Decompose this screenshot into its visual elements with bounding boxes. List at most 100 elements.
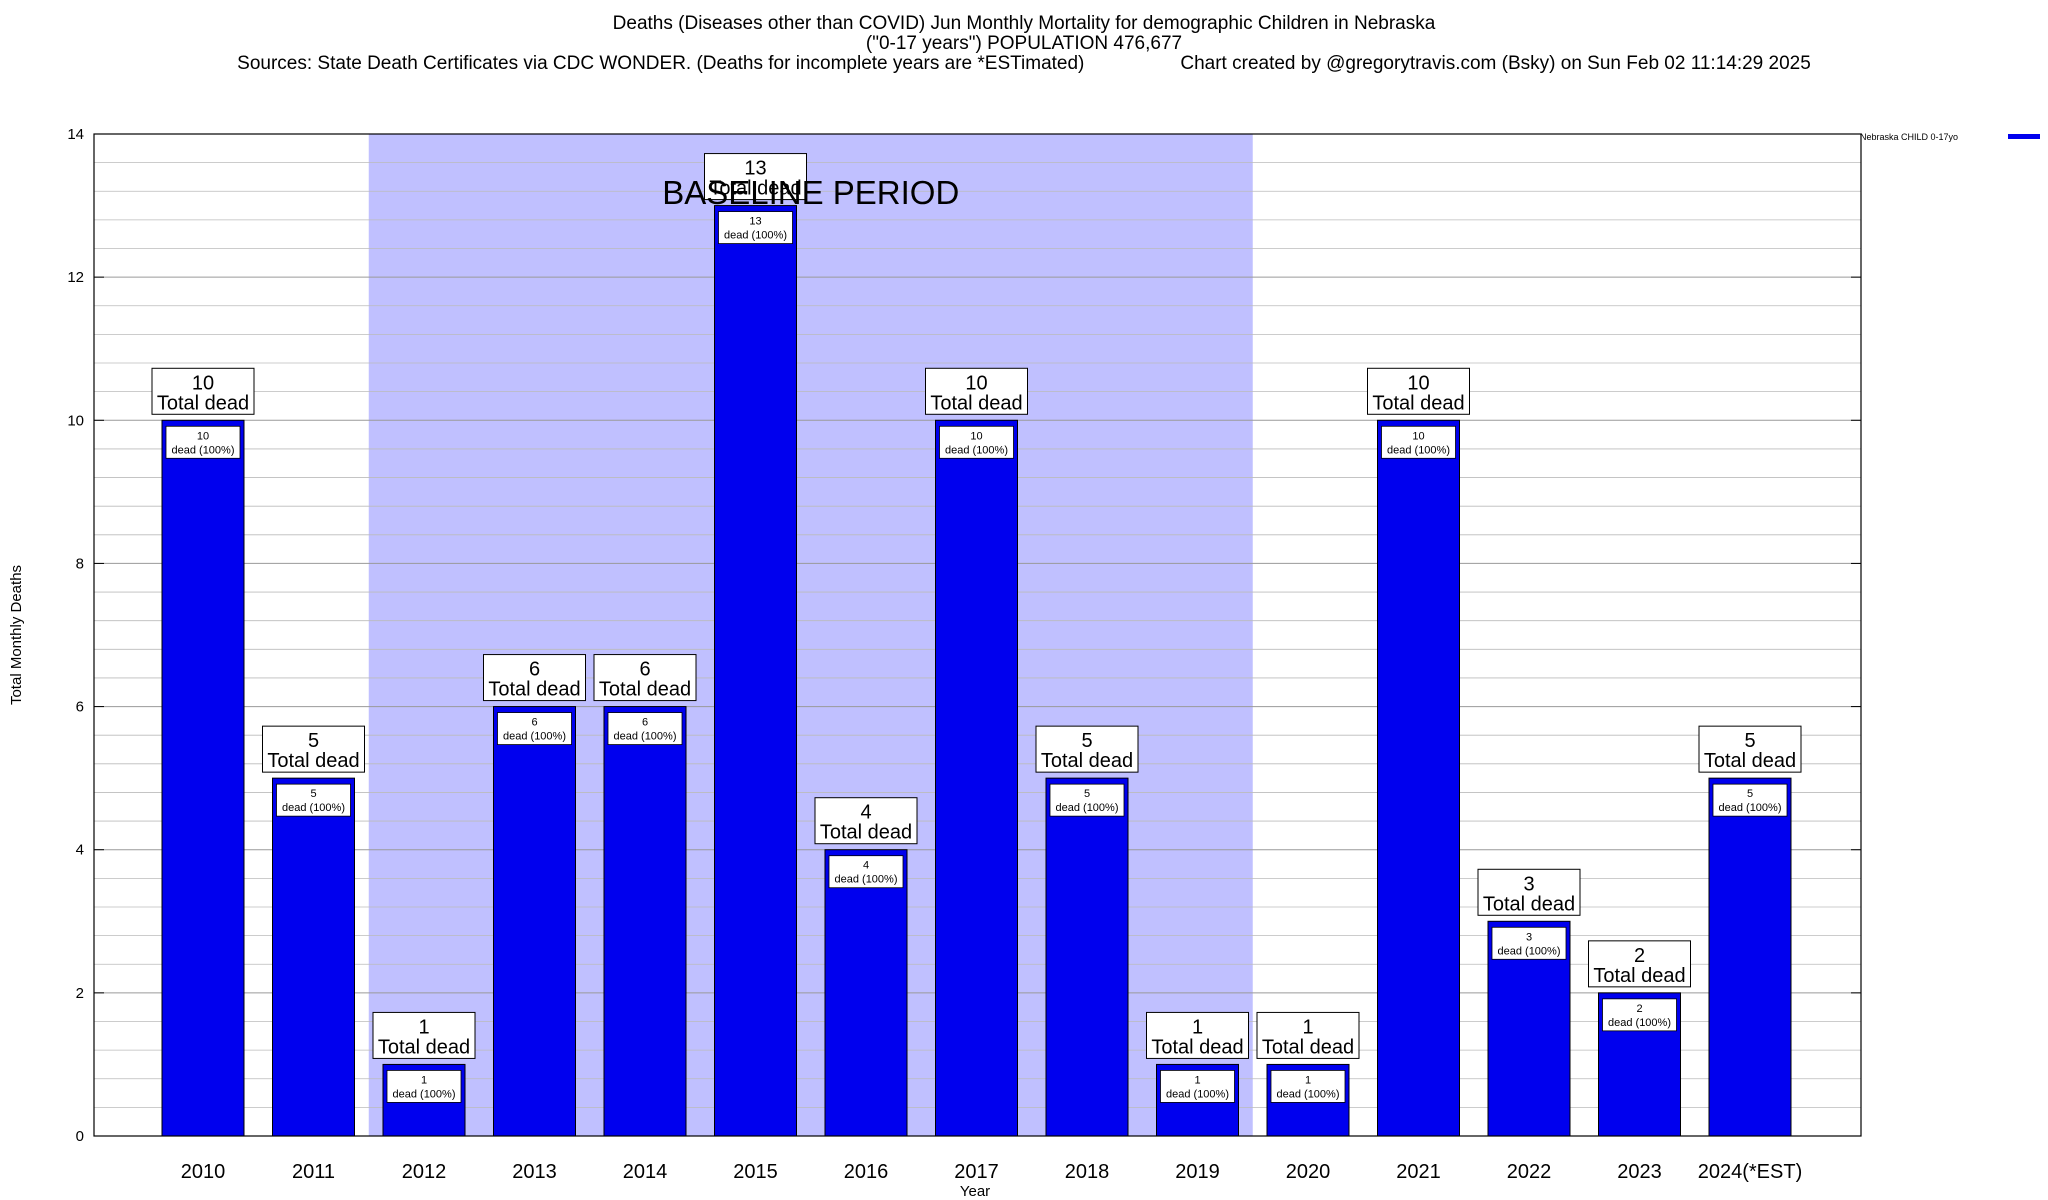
- bar-inner-label-box: [1602, 998, 1677, 1032]
- chart-sources-credit: Sources: State Death Certificates via CD…: [0, 54, 2048, 74]
- bar-inner-label-box: [828, 855, 904, 889]
- bar-2016: [824, 849, 908, 1137]
- bar-2011: [272, 777, 355, 1137]
- total-label-box: [151, 367, 255, 415]
- bar-inner-label-box: [1160, 1070, 1235, 1103]
- y-tick-label: 4: [76, 842, 84, 859]
- bar-inner-label-box: [1270, 1070, 1346, 1103]
- bar-inner-value: 5: [1084, 788, 1090, 800]
- bar-2013: [493, 706, 576, 1137]
- bar-inner-value: 10: [197, 430, 209, 442]
- bar-inner-label-box: [1381, 425, 1456, 459]
- bar-inner-pct: dead (100%): [724, 230, 787, 242]
- total-label-text: Total dead: [1704, 750, 1796, 772]
- total-label-value: 3: [1523, 873, 1534, 895]
- legend-label: Nebraska CHILD 0-17yo: [1860, 132, 1958, 142]
- bar-inner-value: 10: [1412, 430, 1424, 442]
- bar-inner-value: 5: [310, 788, 316, 800]
- bar-inner-value: 13: [749, 216, 761, 228]
- total-label-value: 6: [529, 659, 540, 681]
- total-label-box: [1035, 725, 1139, 773]
- sources-text: Sources: State Death Certificates via CD…: [237, 53, 1085, 74]
- plot-frame: [93, 133, 1862, 1137]
- bar-inner-pct: dead (100%): [1719, 802, 1782, 814]
- bar-inner-pct: dead (100%): [945, 444, 1008, 456]
- bar-inner-pct: dead (100%): [1498, 945, 1561, 957]
- total-label-text: Total dead: [1372, 392, 1464, 414]
- bar-inner-pct: dead (100%): [1056, 802, 1119, 814]
- total-label-text: Total dead: [820, 822, 912, 844]
- x-tick-label: 2019: [1175, 1161, 1220, 1183]
- total-label-value: 2: [1634, 945, 1645, 967]
- x-tick-label: 2024(*EST): [1698, 1161, 1803, 1183]
- total-label-box: [593, 654, 697, 702]
- bar-inner-label-box: [1491, 926, 1567, 960]
- legend-swatch: [2008, 134, 2040, 139]
- bar-inner-value: 2: [1636, 1003, 1642, 1015]
- bar-inner-label-box: [386, 1070, 462, 1103]
- total-label-box: [925, 367, 1028, 415]
- total-label-text: Total dead: [378, 1036, 470, 1058]
- bar-inner-pct: dead (100%): [1608, 1017, 1671, 1029]
- total-label-text: Total dead: [267, 750, 359, 772]
- bar-inner-value: 10: [970, 430, 982, 442]
- bar-inner-value: 4: [863, 860, 869, 872]
- total-label-box: [372, 1011, 476, 1059]
- total-label-value: 13: [744, 158, 766, 180]
- x-tick-label: 2011: [292, 1161, 335, 1183]
- x-tick-label: 2020: [1286, 1161, 1331, 1183]
- total-label-text: Total dead: [1041, 750, 1133, 772]
- total-label-box: [814, 797, 918, 845]
- x-axis-label: Year: [960, 1183, 990, 1200]
- total-label-box: [1477, 868, 1581, 916]
- bar-inner-label-box: [497, 712, 572, 745]
- total-label-text: Total dead: [1593, 965, 1685, 987]
- total-label-box: [1588, 940, 1691, 988]
- bar-inner-value: 3: [1526, 931, 1532, 943]
- y-tick-label: 8: [76, 555, 84, 572]
- total-label-value: 4: [860, 802, 871, 824]
- bar-inner-pct: dead (100%): [503, 731, 566, 743]
- baseline-period-label: BASELINE PERIOD: [662, 174, 959, 211]
- total-label-box: [483, 654, 586, 702]
- y-axis-label: Total Monthly Deaths: [8, 565, 25, 705]
- bar-inner-pct: dead (100%): [282, 802, 345, 814]
- bar-inner-pct: dead (100%): [172, 444, 235, 456]
- total-label-text: Total dead: [709, 178, 801, 200]
- bar-inner-pct: dead (100%): [393, 1088, 456, 1100]
- total-label-value: 1: [1192, 1016, 1203, 1038]
- bar-inner-value: 5: [1747, 788, 1753, 800]
- bar-2018: [1045, 777, 1129, 1137]
- chart-title: Deaths (Diseases other than COVID) Jun M…: [612, 13, 1436, 34]
- bar-inner-label-box: [1712, 783, 1788, 817]
- x-tick-label: 2015: [733, 1161, 778, 1183]
- bar-inner-pct: dead (100%): [614, 731, 677, 743]
- total-label-text: Total dead: [1483, 893, 1575, 915]
- total-label-value: 1: [1302, 1016, 1313, 1038]
- total-label-value: 5: [308, 730, 319, 752]
- y-tick-label: 0: [76, 1128, 84, 1145]
- bar-2015: [714, 205, 797, 1137]
- total-label-box: [1698, 725, 1802, 773]
- x-tick-label: 2014: [623, 1161, 668, 1183]
- x-tick-label: 2013: [512, 1161, 557, 1183]
- bar-2017: [935, 419, 1018, 1137]
- y-tick-label: 14: [67, 126, 84, 143]
- bar-inner-label-box: [276, 783, 351, 817]
- bar-inner-label-box: [939, 425, 1014, 459]
- x-tick-label: 2016: [844, 1161, 889, 1183]
- y-tick-label: 12: [67, 269, 84, 286]
- x-tick-label: 2010: [181, 1161, 226, 1183]
- bar-inner-pct: dead (100%): [1277, 1088, 1340, 1100]
- bar-inner-pct: dead (100%): [835, 874, 898, 886]
- y-tick-label: 2: [76, 985, 84, 1002]
- bar-inner-label-box: [607, 712, 683, 745]
- total-label-value: 6: [639, 659, 650, 681]
- total-label-text: Total dead: [1262, 1036, 1354, 1058]
- bar-inner-value: 1: [421, 1074, 427, 1086]
- total-label-text: Total dead: [599, 679, 691, 701]
- total-label-value: 10: [192, 372, 214, 394]
- bar-inner-value: 6: [642, 717, 648, 729]
- x-tick-label: 2012: [402, 1161, 447, 1183]
